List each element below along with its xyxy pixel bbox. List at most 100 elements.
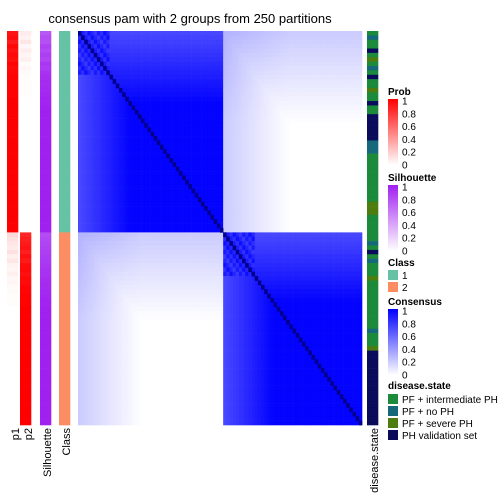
consensus-cell: [257, 249, 262, 255]
consensus-cell: [248, 35, 252, 41]
consensus-cell: [242, 171, 246, 176]
consensus-cell: [166, 101, 170, 106]
consensus-cell: [172, 236, 177, 242]
consensus-cell: [156, 175, 161, 181]
consensus-cell: [279, 201, 284, 207]
consensus-cell: [131, 188, 136, 194]
consensus-cell: [163, 171, 167, 176]
silhouette-cell: [40, 101, 52, 106]
consensus-cell: [317, 162, 322, 168]
consensus-cell: [115, 87, 120, 93]
consensus-cell: [207, 114, 211, 119]
consensus-cell: [305, 206, 309, 211]
consensus-cell: [112, 83, 117, 89]
consensus-cell: [131, 92, 136, 97]
consensus-cell: [311, 249, 315, 255]
consensus-cell: [144, 245, 148, 251]
consensus-cell: [346, 87, 350, 93]
consensus-cell: [125, 127, 129, 132]
consensus-cell: [109, 223, 114, 229]
consensus-cell: [213, 66, 218, 71]
consensus-cell: [276, 39, 281, 45]
consensus-cell: [270, 48, 274, 54]
consensus-cell: [336, 127, 341, 132]
class-cell: [59, 298, 71, 303]
consensus-cell: [153, 214, 158, 220]
consensus-cell: [169, 31, 173, 36]
consensus-cell: [270, 206, 274, 211]
consensus-cell: [333, 214, 338, 220]
consensus-cell: [298, 228, 303, 233]
consensus-cell: [283, 70, 287, 76]
consensus-cell: [248, 153, 252, 159]
consensus-cell: [324, 171, 328, 176]
consensus-cell: [349, 140, 353, 146]
consensus-cell: [128, 219, 132, 224]
consensus-cell: [134, 87, 139, 93]
consensus-cell: [153, 210, 158, 216]
consensus-cell: [137, 136, 142, 141]
consensus-cell: [169, 52, 173, 58]
consensus-cell: [235, 131, 240, 137]
consensus-cell: [191, 219, 196, 224]
consensus-cell: [314, 79, 319, 84]
consensus-cell: [106, 114, 110, 119]
consensus-cell: [286, 149, 290, 154]
consensus-cell: [137, 127, 142, 132]
consensus-cell: [84, 249, 88, 255]
consensus-cell: [210, 171, 214, 176]
consensus-cell: [264, 87, 268, 93]
p1-cell: [7, 368, 19, 373]
consensus-cell: [96, 232, 101, 238]
p1-cell: [7, 376, 19, 382]
consensus-cell: [204, 166, 208, 172]
p1-cell: [7, 271, 19, 277]
consensus-cell: [254, 223, 259, 229]
consensus-cell: [81, 162, 85, 168]
consensus-cell: [194, 241, 199, 246]
consensus-cell: [245, 241, 249, 246]
consensus-cell: [119, 144, 123, 150]
silhouette-cell: [40, 306, 52, 312]
consensus-cell: [204, 31, 208, 36]
consensus-cell: [251, 92, 256, 97]
consensus-cell: [131, 44, 136, 49]
consensus-cell: [178, 70, 183, 76]
consensus-cell: [333, 153, 338, 159]
consensus-cell: [106, 166, 110, 172]
consensus-cell: [172, 131, 177, 137]
consensus-cell: [242, 153, 246, 159]
consensus-cell: [150, 127, 155, 132]
consensus-cell: [128, 57, 132, 62]
consensus-cell: [302, 92, 306, 97]
consensus-cell: [295, 188, 300, 194]
consensus-cell: [166, 175, 170, 181]
consensus-cell: [216, 166, 221, 172]
consensus-cell: [96, 92, 101, 97]
consensus-cell: [317, 48, 322, 54]
consensus-cell: [257, 35, 262, 41]
consensus-cell: [261, 74, 265, 80]
consensus-cell: [156, 249, 161, 255]
consensus-cell: [235, 162, 240, 168]
consensus-cell: [156, 35, 161, 41]
consensus-cell: [115, 201, 120, 207]
consensus-cell: [251, 192, 256, 198]
consensus-cell: [216, 201, 221, 207]
consensus-cell: [317, 236, 322, 242]
consensus-cell: [343, 179, 347, 185]
consensus-cell: [160, 131, 164, 137]
consensus-cell: [295, 232, 300, 238]
consensus-cell: [175, 127, 180, 132]
class-cell: [59, 232, 71, 238]
consensus-cell: [185, 96, 189, 102]
consensus-cell: [226, 171, 230, 176]
consensus-cell: [273, 122, 278, 128]
consensus-cell: [308, 101, 312, 106]
silhouette-cell: [40, 359, 52, 365]
consensus-cell: [267, 105, 271, 111]
consensus-cell: [324, 175, 328, 181]
consensus-cell: [324, 149, 328, 154]
consensus-cell: [169, 228, 173, 233]
consensus-cell: [248, 149, 252, 154]
